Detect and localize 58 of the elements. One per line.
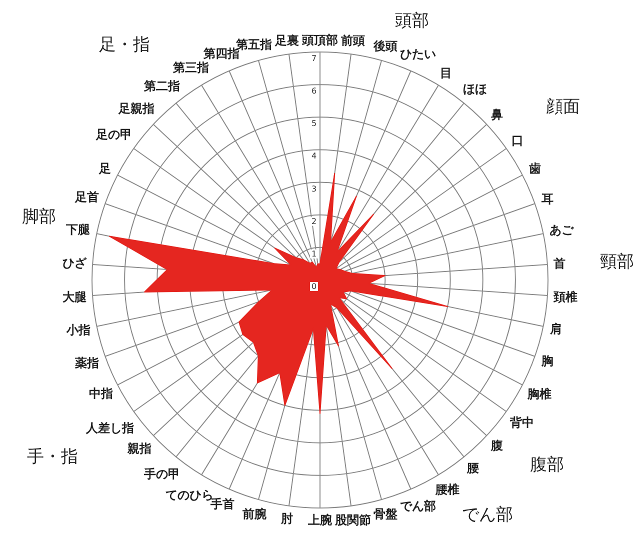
spoke-label: 骨盤: [374, 506, 398, 521]
y-tick-label: 0: [311, 282, 317, 291]
y-tick-label: 3: [311, 184, 317, 194]
spoke-label: 目: [440, 66, 452, 80]
spoke-label: 第三指: [172, 60, 209, 75]
spoke-label: 腰: [466, 461, 480, 476]
spoke-label: ほほ: [463, 82, 488, 96]
y-tick-label: 7: [311, 54, 317, 63]
spoke-label: 背中: [508, 416, 534, 430]
spoke-label: 足: [98, 162, 112, 176]
spoke-label: 首: [552, 256, 566, 271]
spoke-label: 第二指: [143, 78, 180, 93]
spoke-label: 足裏: [274, 34, 300, 48]
y-tick-label: 5: [311, 119, 317, 128]
text: 顔面: [546, 97, 580, 117]
y-tick-label: 6: [311, 86, 317, 96]
y-tick-label: 4: [311, 152, 317, 161]
spoke-label: 肩: [548, 322, 562, 336]
text: 手・指: [27, 447, 78, 467]
text: 腹部: [530, 455, 564, 475]
text: 足・指: [99, 35, 150, 55]
spoke-label: 足親指: [117, 101, 154, 116]
spoke-label: 下腿: [65, 222, 92, 237]
spoke-label: 歯: [528, 162, 541, 176]
spoke-label: 前頭: [340, 34, 365, 48]
y-tick-label: 1: [311, 249, 317, 258]
spoke-label: でん部: [400, 499, 436, 514]
text: 頭部: [395, 11, 429, 31]
spoke-label: 上腕: [307, 513, 332, 527]
spoke-label: 肘: [280, 512, 294, 526]
spoke-label: 耳: [540, 192, 554, 206]
spoke-label: 口: [512, 133, 524, 148]
spoke-label: 人差し指: [84, 421, 134, 436]
spoke-label: 親指: [126, 442, 152, 456]
spoke-label: 頭頂部: [301, 33, 338, 47]
spoke-label: 足の甲: [95, 128, 132, 142]
spoke-label: あご: [550, 222, 575, 237]
spoke-label: ひたい: [400, 46, 436, 61]
spoke-label: 大腿: [62, 290, 88, 304]
spoke-label: ひざ: [62, 256, 88, 270]
y-tick-label: 2: [311, 216, 317, 226]
spoke-label: 手の甲: [143, 467, 180, 482]
spoke-label: 足首: [74, 190, 100, 204]
text: でん部: [462, 505, 513, 525]
spoke-label: 薬指: [74, 356, 100, 370]
text: 頸部: [600, 252, 634, 272]
spoke-label: 股関節: [334, 513, 372, 528]
spoke-label: 胸: [540, 354, 554, 368]
spoke-label: 中指: [88, 386, 113, 401]
spoke-label: 鼻: [490, 107, 504, 122]
spoke-label: 腹: [490, 438, 504, 453]
text: 脚部: [22, 207, 56, 227]
spoke-label: 頚椎: [552, 290, 578, 304]
spoke-label: 前腕: [241, 507, 266, 522]
spoke-label: 腰椎: [434, 482, 460, 497]
spoke-label: 後頭: [372, 38, 398, 53]
spoke-label: 小指: [65, 323, 90, 338]
spoke-label: 胸椎: [526, 386, 552, 401]
